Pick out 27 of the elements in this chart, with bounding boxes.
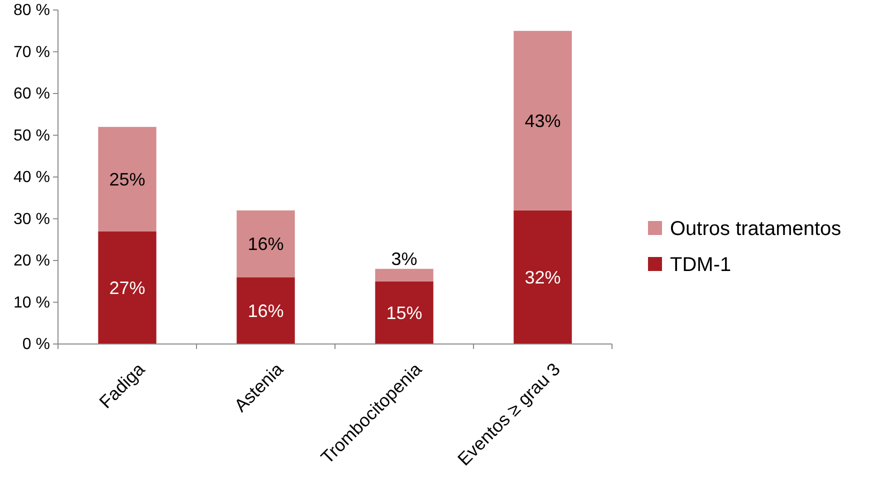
- y-tick-label: 40 %: [14, 169, 50, 186]
- y-tick-label: 50 %: [14, 127, 50, 144]
- y-tick-label: 70 %: [14, 44, 50, 61]
- data-label: 16%: [248, 234, 284, 254]
- y-tick-label: 0 %: [22, 336, 50, 354]
- y-tick-label: 30 %: [14, 210, 50, 228]
- data-label: 3%: [391, 248, 418, 269]
- y-tick-label: 10 %: [14, 294, 50, 312]
- legend-label: TDM-1: [670, 254, 732, 276]
- data-label: 15%: [386, 302, 422, 323]
- y-tick-label: 60 %: [14, 86, 50, 103]
- data-label: 43%: [524, 110, 561, 131]
- bar: [98, 231, 156, 344]
- bar: [375, 268, 434, 282]
- bar: [236, 277, 295, 344]
- data-label: 16%: [248, 300, 284, 321]
- y-tick-label: 80 %: [14, 2, 50, 20]
- bar: [98, 126, 156, 232]
- bar: [514, 210, 572, 344]
- data-label: 27%: [109, 278, 146, 298]
- bar: [236, 210, 295, 278]
- data-label: 32%: [524, 268, 561, 288]
- bar: [514, 30, 572, 210]
- bar: [375, 281, 434, 344]
- data-label: 25%: [109, 169, 146, 190]
- legend-label: Outros tratamentos: [670, 218, 842, 240]
- y-tick-label: 20 %: [14, 252, 50, 270]
